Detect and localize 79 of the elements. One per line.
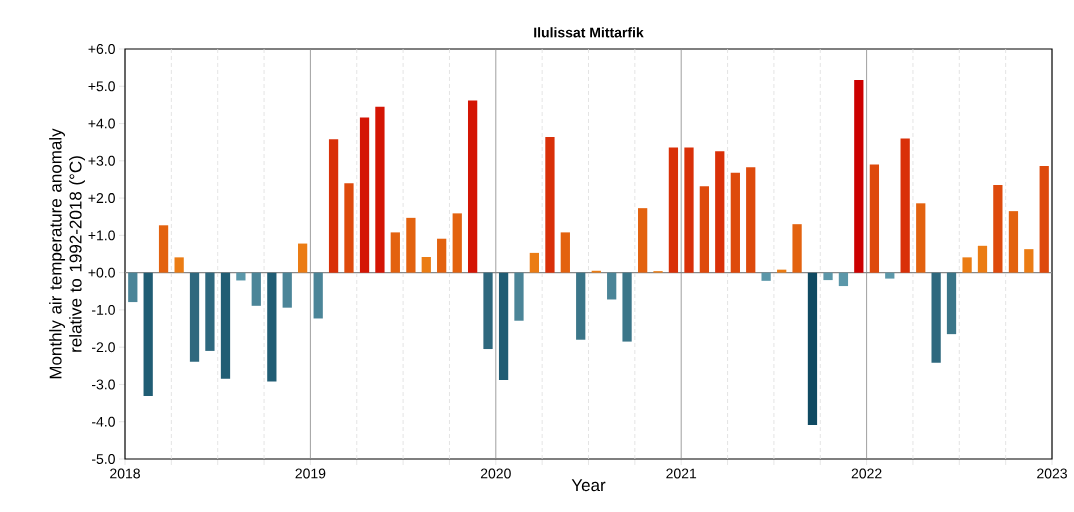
bar xyxy=(529,252,539,273)
bar xyxy=(777,269,787,273)
bar xyxy=(854,79,864,273)
bar xyxy=(189,272,200,362)
bar xyxy=(421,256,431,273)
y-tick-label: +6.0 xyxy=(88,44,115,54)
bar xyxy=(220,272,231,379)
bar xyxy=(977,245,988,273)
bar xyxy=(993,185,1003,273)
bar xyxy=(838,272,849,287)
y-tick-label: -3.0 xyxy=(91,379,115,390)
bar xyxy=(885,272,895,279)
bar xyxy=(545,136,555,273)
bar xyxy=(452,213,462,273)
bar xyxy=(467,100,478,273)
x-tick-label: 2019 xyxy=(295,468,326,479)
bar xyxy=(638,208,648,273)
bar xyxy=(267,272,277,382)
bar xyxy=(900,138,910,273)
bar xyxy=(607,272,617,300)
y-tick-label: +2.0 xyxy=(88,193,115,204)
bar xyxy=(823,272,833,281)
y-tick-label: -2.0 xyxy=(91,342,115,353)
bar xyxy=(328,139,339,273)
bar xyxy=(746,167,756,273)
bar xyxy=(1008,211,1019,273)
bar xyxy=(406,217,416,273)
bar xyxy=(560,232,570,273)
bar xyxy=(715,151,725,273)
y-tick-label: -1.0 xyxy=(91,304,115,315)
bar xyxy=(498,272,509,380)
y-tick-label: +5.0 xyxy=(88,81,115,92)
bar xyxy=(143,272,153,397)
y-tick-label: +3.0 xyxy=(88,155,115,166)
bar xyxy=(962,257,972,273)
bar xyxy=(730,172,740,273)
y-tick-label: +1.0 xyxy=(88,230,115,241)
bar xyxy=(313,272,323,319)
bar xyxy=(792,224,802,273)
y-tick-label: +4.0 xyxy=(88,118,115,129)
bar xyxy=(251,272,261,306)
x-tick-label: 2021 xyxy=(666,468,697,479)
bar xyxy=(359,117,370,273)
bar xyxy=(1039,166,1049,273)
bar xyxy=(931,272,941,363)
bar xyxy=(205,272,215,351)
bar xyxy=(375,106,385,273)
y-tick-label: -4.0 xyxy=(91,416,115,427)
bar xyxy=(236,272,246,281)
bar xyxy=(622,272,632,342)
bar xyxy=(437,238,447,273)
bar xyxy=(174,257,184,273)
bar xyxy=(158,225,169,273)
bar xyxy=(761,272,771,281)
bar xyxy=(1024,249,1034,273)
x-tick-label: 2020 xyxy=(480,468,511,479)
bar xyxy=(282,272,292,308)
bar xyxy=(297,243,308,273)
bar xyxy=(344,183,354,273)
bar xyxy=(916,203,926,273)
bar xyxy=(576,272,586,340)
x-tick-label: 2023 xyxy=(1037,468,1067,479)
x-tick-label: 2022 xyxy=(851,468,882,479)
y-axis-title: Monthly air temperature anomaly relative to 1992-2018 (°C) xyxy=(49,128,85,379)
x-axis-title: Year xyxy=(571,479,606,492)
y-tick-label: -5.0 xyxy=(91,454,115,464)
bar xyxy=(390,232,400,273)
bar xyxy=(869,164,880,273)
bar xyxy=(807,272,818,426)
x-tick-label: 2018 xyxy=(110,468,140,479)
bar xyxy=(668,147,679,273)
bar xyxy=(699,186,710,273)
bar xyxy=(946,272,957,335)
chart-title: Ilulissat Mittarfik xyxy=(534,27,644,38)
bar xyxy=(514,272,524,321)
bar xyxy=(128,272,138,303)
y-tick-label: +0.0 xyxy=(88,267,115,278)
bar xyxy=(483,272,493,350)
bar xyxy=(684,147,694,273)
